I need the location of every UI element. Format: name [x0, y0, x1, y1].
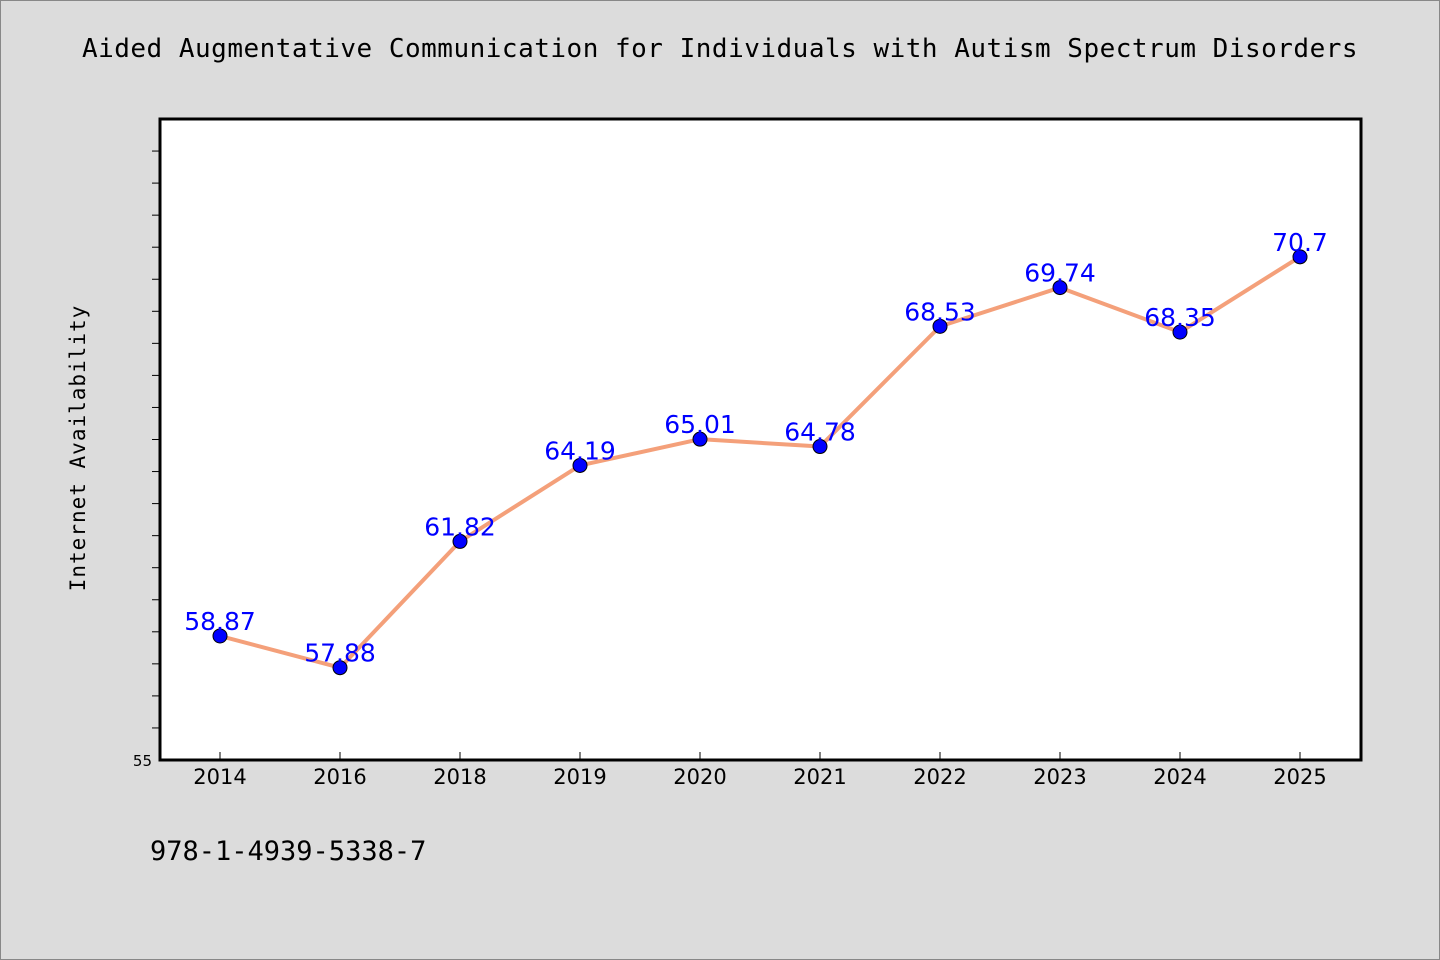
- series-line: [218, 254, 1302, 670]
- data-label: 68.35: [1144, 303, 1216, 332]
- data-label: 64.78: [784, 418, 856, 447]
- data-label: 65.01: [664, 410, 736, 439]
- footnote-isbn: 978-1-4939-5338-7: [150, 836, 427, 867]
- x-tick-label: 2022: [913, 765, 966, 789]
- data-label: 61.82: [424, 512, 496, 541]
- data-point: [1172, 324, 1188, 340]
- data-label: 57.88: [304, 639, 376, 668]
- data-point: [452, 533, 468, 549]
- x-tick-label: 2019: [553, 765, 606, 789]
- chart-title: Aided Augmentative Communication for Ind…: [81, 34, 1359, 64]
- data-label: 68.53: [904, 297, 976, 326]
- plot-area: [158, 117, 1363, 762]
- y-axis-ticks: 55: [133, 150, 160, 770]
- x-tick-label: 2018: [433, 765, 486, 789]
- x-axis-ticks: 2014 2016 2018 2019 2020 2021 2022 2023 2024 2025: [193, 752, 1327, 789]
- data-label: 69.74: [1024, 259, 1096, 288]
- data-point: [212, 628, 228, 644]
- data-labels: 58.87 57.88 61.82 64.19 65.01 64.78 68.53 69.74…: [184, 228, 1328, 668]
- data-label: 58.87: [184, 607, 256, 636]
- data-point: [572, 457, 588, 473]
- y-tick-label: 55: [133, 752, 152, 770]
- x-tick-label: 2020: [673, 765, 726, 789]
- data-point: [332, 660, 348, 676]
- data-markers: [212, 249, 1308, 676]
- x-tick-label: 2025: [1273, 765, 1326, 789]
- x-tick-label: 2016: [313, 765, 366, 789]
- data-point: [692, 431, 708, 447]
- x-tick-label: 2014: [193, 765, 246, 789]
- x-tick-label: 2021: [793, 765, 846, 789]
- data-point: [932, 318, 948, 334]
- data-point: [1052, 280, 1068, 296]
- data-point: [812, 439, 828, 455]
- x-tick-label: 2024: [1153, 765, 1206, 789]
- series-line-group: [218, 254, 1302, 670]
- data-label: 64.19: [544, 436, 616, 465]
- data-label: 70.7: [1272, 228, 1328, 257]
- x-tick-label: 2023: [1033, 765, 1086, 789]
- data-point: [1292, 249, 1308, 265]
